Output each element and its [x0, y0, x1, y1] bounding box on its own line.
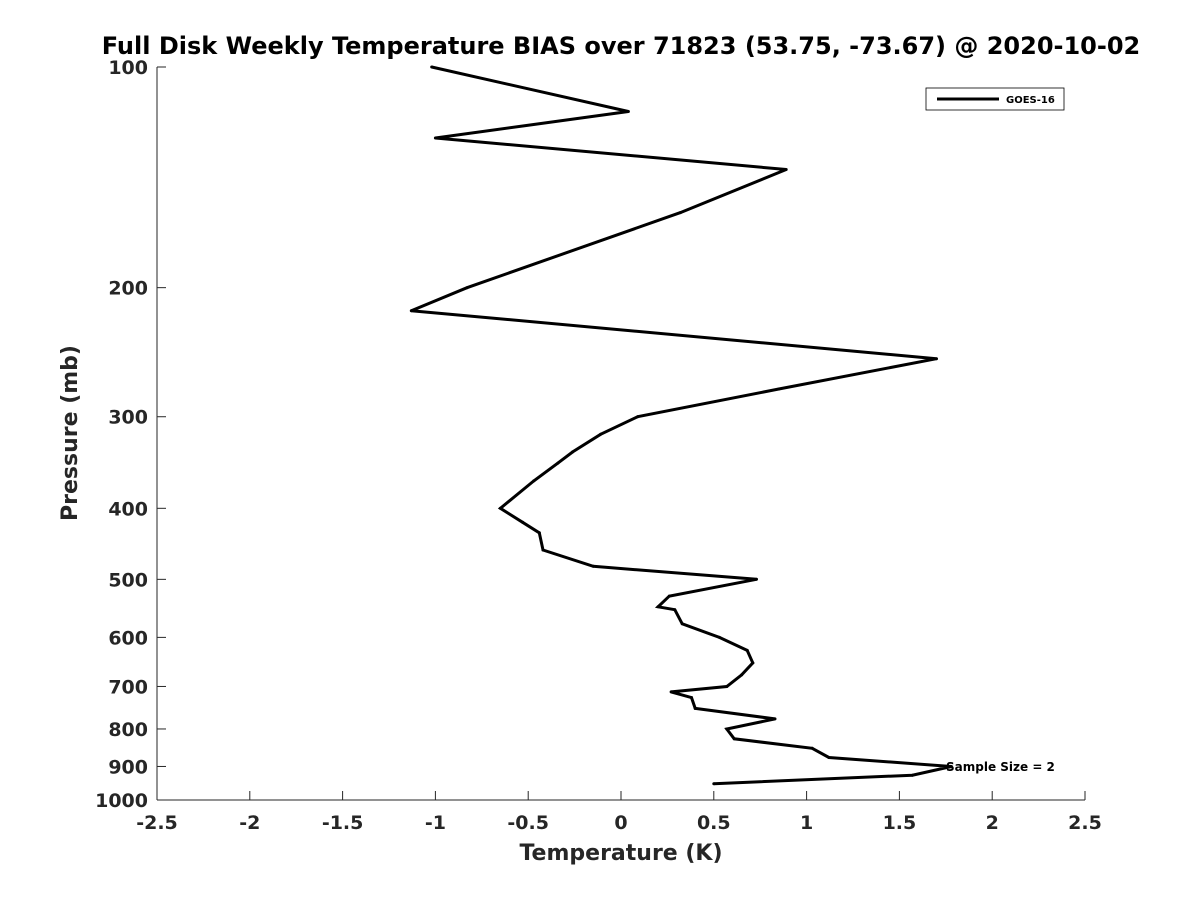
data-point	[636, 415, 640, 419]
x-tick-label: -2	[239, 812, 260, 834]
data-point	[712, 782, 716, 786]
x-tick-label: 2	[986, 812, 999, 834]
data-point	[777, 387, 781, 391]
y-tick-label: 100	[108, 57, 148, 79]
x-axis-label: Temperature (K)	[519, 841, 722, 866]
data-point	[725, 727, 729, 731]
data-point	[935, 357, 938, 361]
data-point	[571, 450, 575, 454]
sample-size-annotation: Sample Size = 2	[946, 760, 1055, 774]
x-tick-label: -2.5	[136, 812, 178, 834]
data-point	[717, 635, 721, 639]
data-point	[465, 286, 469, 290]
data-point	[521, 520, 525, 524]
data-point	[740, 673, 744, 677]
x-tick-label: 0.5	[697, 812, 731, 834]
data-point	[773, 717, 777, 721]
data-point	[755, 577, 758, 581]
x-ticks: -2.5 -2 -1.5 -1 -0.5 0 0.5 1 1.5 2 2.5	[136, 791, 1102, 834]
data-point	[690, 696, 693, 700]
y-tick-label: 500	[108, 569, 148, 591]
data-point	[910, 773, 914, 777]
y-ticks: 100 200 300 400 500 600 700 800 900 1000	[95, 57, 166, 812]
x-tick-label: 1	[800, 812, 813, 834]
data-point	[669, 690, 673, 694]
data-point	[537, 531, 541, 535]
legend-label: GOES-16	[1006, 95, 1055, 106]
data-point	[541, 548, 545, 552]
x-tick-label: -0.5	[507, 812, 549, 834]
data-point	[591, 564, 595, 568]
y-tick-label: 600	[108, 627, 148, 649]
data-point	[532, 479, 536, 483]
y-axis-label: Pressure (mb)	[58, 345, 83, 521]
x-tick-label: 2.5	[1068, 812, 1102, 834]
x-tick-label: -1.5	[322, 812, 364, 834]
data-point	[409, 309, 413, 313]
y-tick-label: 200	[108, 278, 148, 300]
data-point	[678, 211, 682, 215]
data-point	[810, 746, 814, 750]
data-point	[732, 737, 736, 741]
chart-title: Full Disk Weekly Temperature BIAS over 7…	[102, 32, 1141, 60]
data-point	[784, 168, 788, 171]
data-point	[599, 432, 603, 436]
data-point	[949, 765, 953, 768]
data-point	[430, 65, 434, 69]
y-tick-label: 300	[108, 407, 148, 429]
y-tick-label: 400	[108, 498, 148, 520]
series-layer	[409, 65, 953, 786]
data-point	[751, 661, 755, 665]
plot-area: -2.5 -2 -1.5 -1 -0.5 0 0.5 1 1.5 2 2.5 100 200 300 40…	[95, 57, 1102, 834]
x-tick-label: 1.5	[883, 812, 917, 834]
data-point	[680, 622, 684, 626]
legend: GOES-16	[925, 87, 1065, 111]
data-point	[827, 756, 831, 759]
data-point	[693, 706, 697, 710]
data-point	[725, 685, 729, 688]
y-tick-label: 1000	[95, 790, 148, 812]
data-point	[745, 648, 749, 652]
x-tick-label: 0	[614, 812, 627, 834]
data-point	[498, 506, 502, 510]
series-line-0	[410, 65, 952, 786]
x-tick-label: -1	[425, 812, 446, 834]
data-point	[656, 605, 660, 609]
y-tick-label: 900	[108, 756, 148, 778]
data-point	[626, 110, 630, 113]
data-point	[433, 136, 437, 140]
data-point	[667, 594, 671, 598]
y-tick-label: 800	[108, 719, 148, 741]
data-point	[673, 608, 677, 612]
y-tick-label: 700	[108, 676, 148, 698]
data-point	[556, 461, 560, 465]
